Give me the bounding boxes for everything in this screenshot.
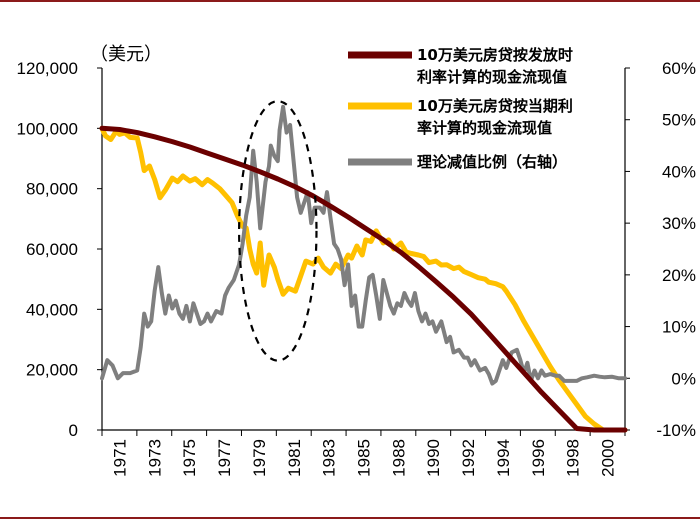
legend: 10万美元房贷按发放时利率计算的现金流现值 10万美元房贷按当期利率计算的现金流现…	[348, 46, 573, 171]
x-tick-label: 1998	[564, 439, 583, 477]
left-tick-label: 120,000	[17, 59, 78, 78]
x-tick-label: 2000	[599, 439, 618, 477]
legend-label-impairment: 理论减值比例（右轴）	[417, 153, 567, 171]
x-tick-label: 1988	[389, 439, 408, 477]
x-tick-label: 1983	[320, 439, 339, 477]
left-tick-label: 20,000	[26, 361, 78, 380]
right-tick-label: 40%	[662, 162, 696, 181]
left-tick-label: 40,000	[26, 300, 78, 319]
dashed-ellipse-annotation	[238, 100, 318, 362]
axes: 0 20,000 40,000 60,000 80,000 100,000 120,000 -…	[17, 59, 696, 477]
x-tick-label: 1979	[250, 439, 269, 477]
top-rule	[0, 0, 700, 2]
x-tick-label: 1985	[355, 439, 374, 477]
right-tick-label: 30%	[662, 214, 696, 233]
left-tick-label: 60,000	[26, 240, 78, 259]
series-layer	[99, 104, 628, 433]
right-tick-label: 60%	[662, 59, 696, 78]
x-tick-label: 1975	[180, 439, 199, 477]
bottom-rule	[0, 517, 700, 519]
x-tick-label: 1994	[494, 439, 513, 477]
x-tick-label: 1992	[459, 439, 478, 477]
unit-label: （美元）	[90, 44, 162, 65]
x-tick-label: 1971	[110, 439, 129, 477]
right-tick-label: 20%	[662, 266, 696, 285]
x-tick-label: 1996	[529, 439, 548, 477]
legend-label-current-rate: 10万美元房贷按当期利率计算的现金流现值	[417, 97, 573, 137]
x-tick-label: 1981	[285, 439, 304, 477]
x-tick-label: 1973	[145, 439, 164, 477]
right-tick-label: -10%	[656, 421, 696, 440]
left-tick-label: 100,000	[17, 119, 78, 138]
right-tick-label: 10%	[662, 318, 696, 337]
left-tick-label: 0	[69, 421, 78, 440]
current-rate-line	[99, 125, 628, 433]
left-tick-label: 80,000	[26, 180, 78, 199]
legend-label-origin-rate: 10万美元房贷按发放时利率计算的现金流现值	[417, 46, 573, 86]
impairment-ratio-line	[100, 104, 627, 386]
right-tick-label: 0%	[671, 369, 696, 388]
x-tick-label: 1977	[215, 439, 234, 477]
x-tick-label: 1990	[424, 439, 443, 477]
right-tick-label: 50%	[662, 111, 696, 130]
annotation-layer	[238, 100, 318, 362]
origin-rate-line	[99, 125, 628, 433]
